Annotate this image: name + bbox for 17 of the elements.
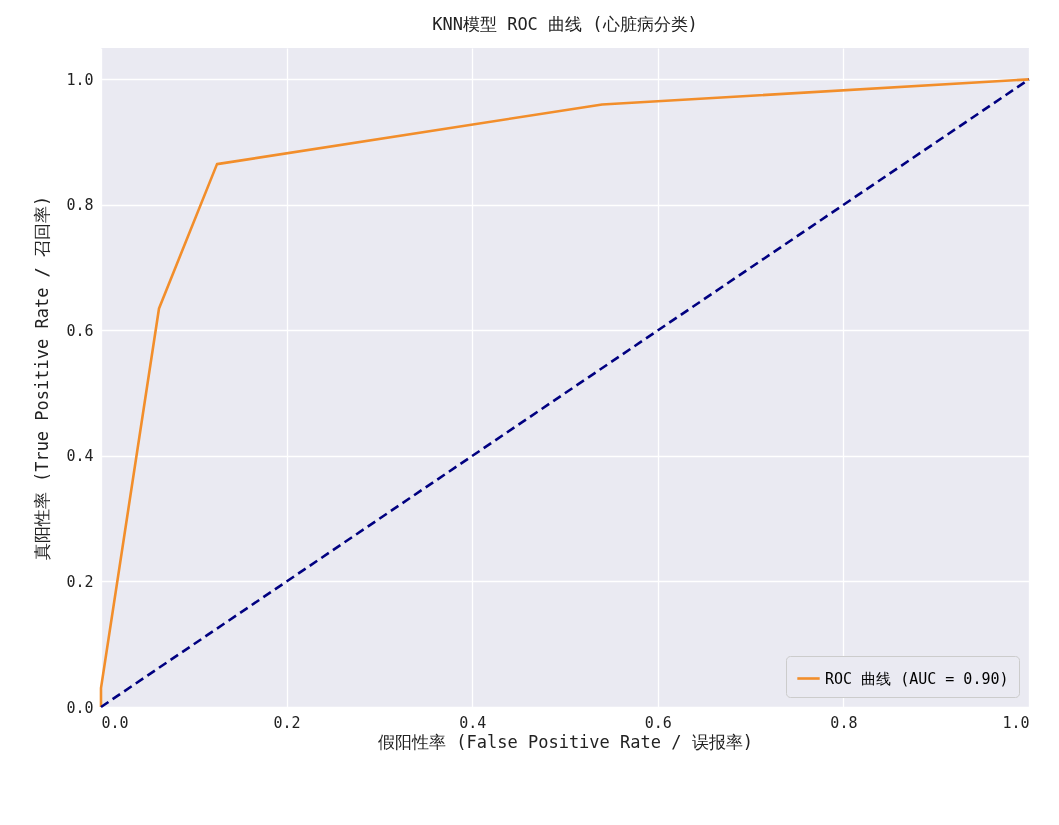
y-tick-label: 0.0 (66, 698, 94, 717)
y-tick-label: 0.8 (66, 196, 94, 215)
x-tick-label: 0.0 (101, 713, 129, 732)
chart-title: KNN模型 ROC 曲线 (心脏病分类) (432, 14, 698, 34)
y-axis-title: 真阳性率 (True Positive Rate / 召回率) (32, 195, 53, 561)
x-axis-title: 假阳性率 (False Positive Rate / 误报率) (378, 731, 753, 752)
y-tick-label: 0.6 (66, 321, 94, 340)
x-tick-label: 0.2 (273, 713, 301, 732)
legend-label: ROC 曲线 (AUC = 0.90) (825, 669, 1009, 688)
y-tick-label: 1.0 (66, 70, 94, 89)
line-series (99, 78, 1031, 709)
x-tick-label: 0.4 (459, 713, 487, 732)
x-tick-label: 1.0 (1002, 713, 1030, 732)
x-tick-label: 0.8 (830, 713, 858, 732)
y-tick-label: 0.2 (66, 572, 94, 591)
y-tick-label: 0.4 (66, 447, 94, 466)
x-tick-label: 0.6 (644, 713, 672, 732)
